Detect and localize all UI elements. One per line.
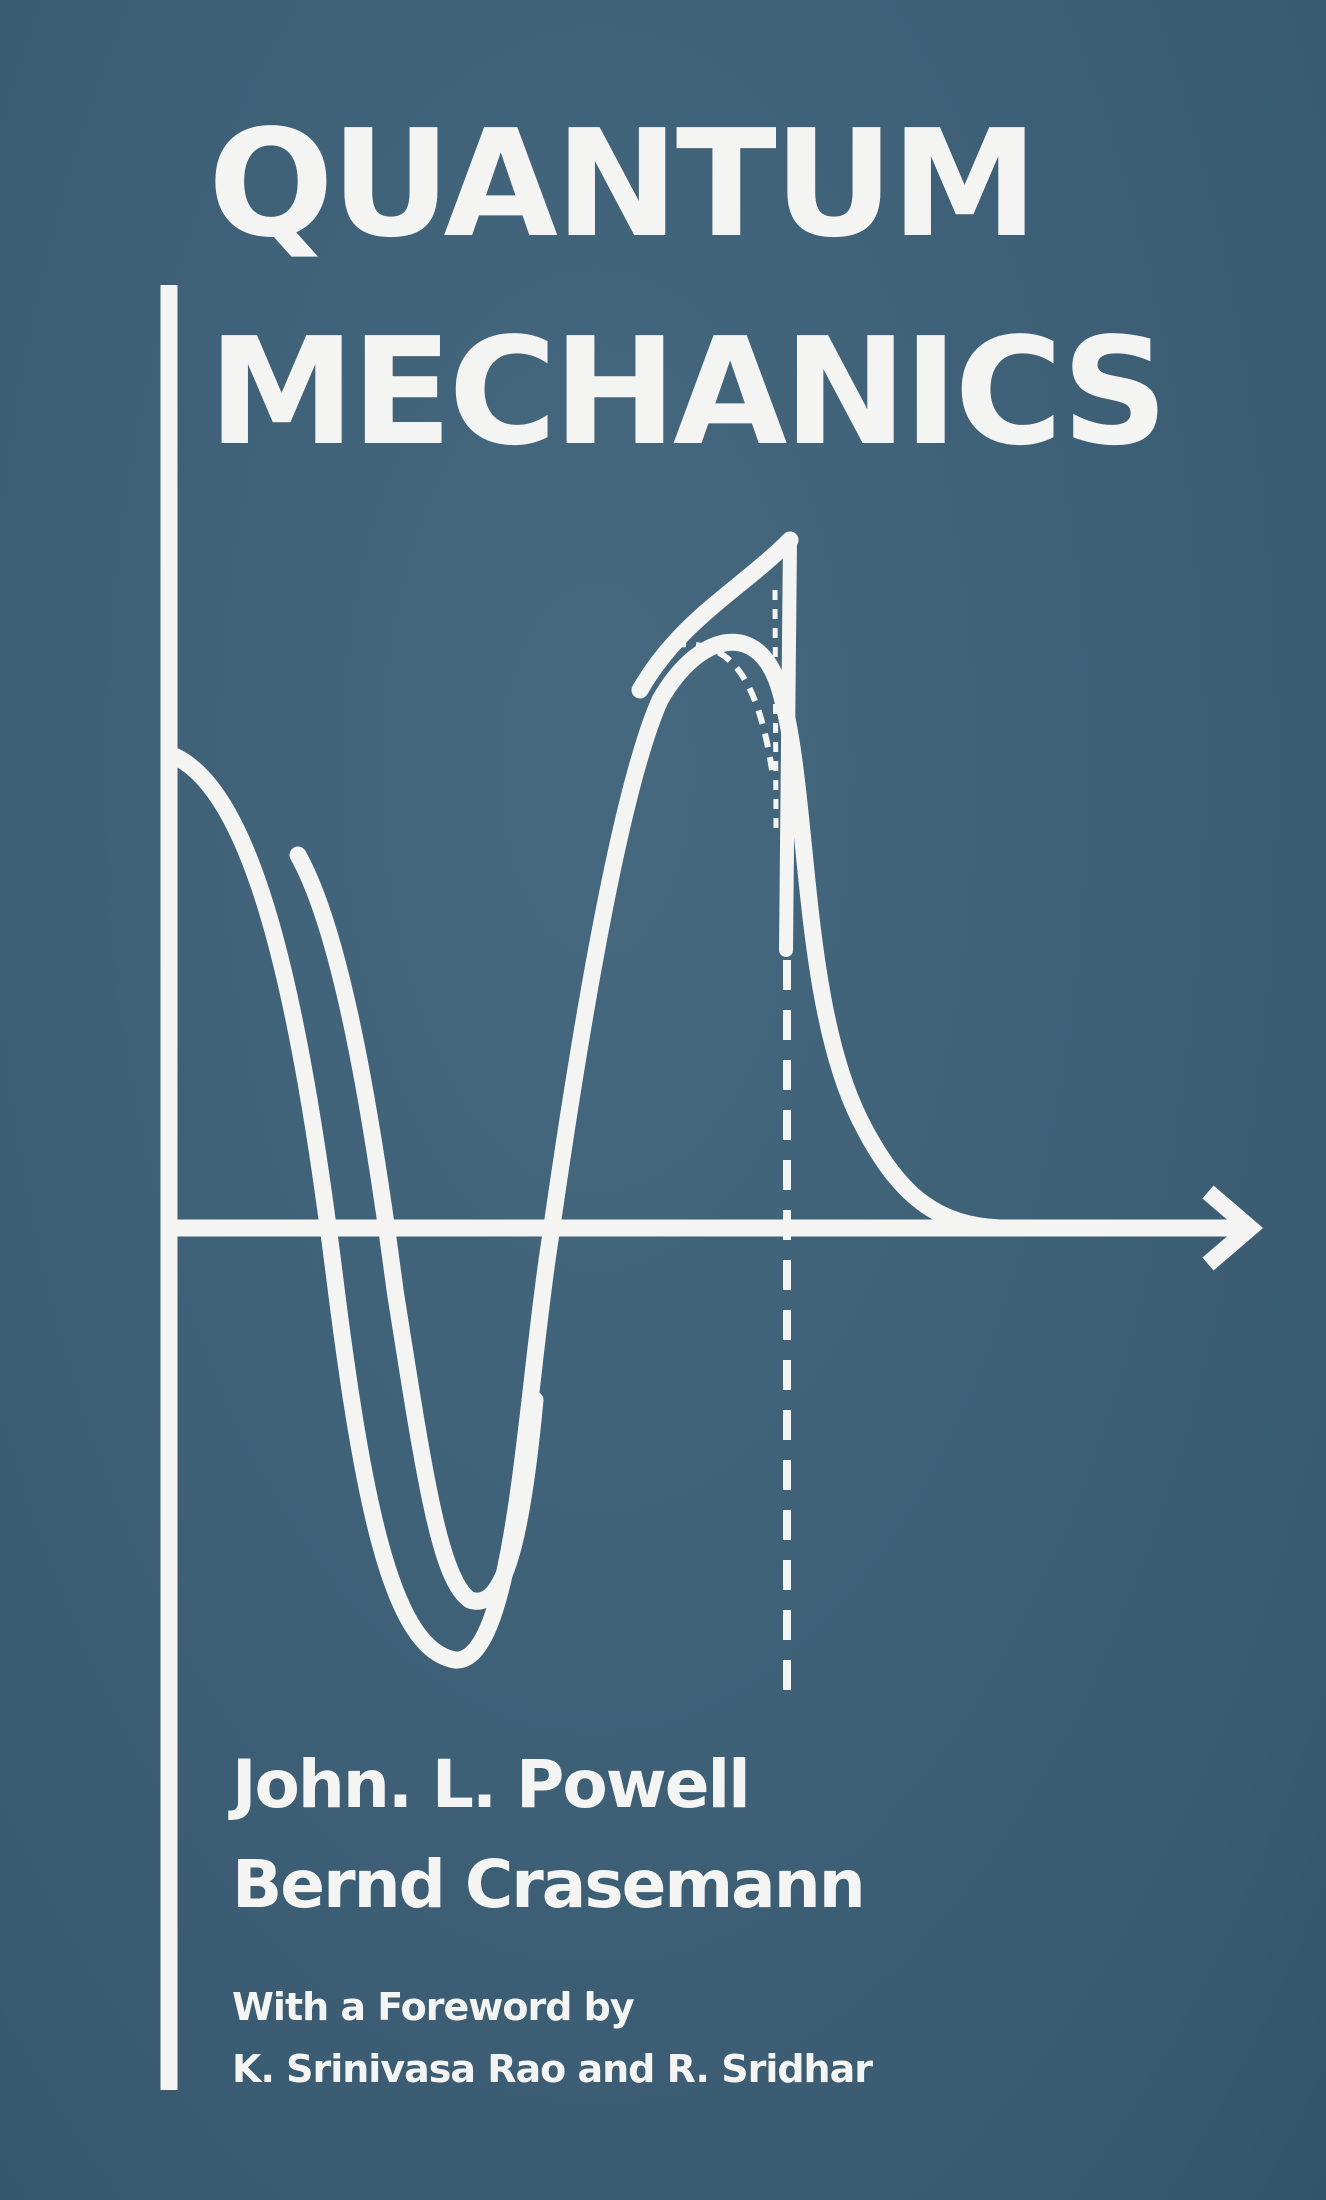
peak-spike-line <box>779 533 797 957</box>
axis-arrowhead <box>1202 1185 1264 1271</box>
book-title-line1: QUANTUM <box>208 98 1038 270</box>
dashed-peak-curve <box>671 641 775 771</box>
foreword-authors: K. Srinivasa Rao and R. Sridhar <box>232 2047 873 2091</box>
author-name: John. L. Powell <box>232 1746 751 1823</box>
book-title-line2: MECHANICS <box>208 306 1168 478</box>
dashed-spike-line <box>772 589 779 831</box>
upper-peak-curve <box>631 531 799 699</box>
inner-wave-curve <box>289 846 544 1610</box>
outer-wave-curve <box>163 633 1009 1669</box>
foreword-label: With a Foreword by <box>232 1985 635 2029</box>
author-name: Bernd Crasemann <box>232 1846 866 1923</box>
